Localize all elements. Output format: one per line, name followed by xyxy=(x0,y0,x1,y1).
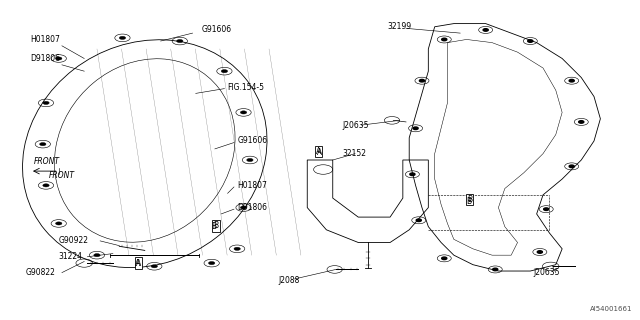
Text: G90922: G90922 xyxy=(59,236,89,245)
Text: Al54001661: Al54001661 xyxy=(589,306,632,312)
Text: A: A xyxy=(136,259,141,268)
Text: A: A xyxy=(135,259,140,268)
Circle shape xyxy=(528,40,533,42)
Circle shape xyxy=(151,265,157,268)
Circle shape xyxy=(483,29,488,31)
Circle shape xyxy=(177,39,183,43)
Text: FIG.154-5: FIG.154-5 xyxy=(228,83,264,92)
Circle shape xyxy=(493,268,498,271)
Circle shape xyxy=(56,57,62,60)
Text: 32199: 32199 xyxy=(387,22,411,31)
Circle shape xyxy=(410,173,415,176)
Circle shape xyxy=(56,222,62,225)
Circle shape xyxy=(234,247,241,251)
Text: A: A xyxy=(316,147,321,156)
Circle shape xyxy=(569,165,574,168)
Circle shape xyxy=(246,158,253,162)
Text: D91806: D91806 xyxy=(237,203,267,212)
Text: B: B xyxy=(467,197,472,206)
Text: 32152: 32152 xyxy=(342,149,366,158)
Circle shape xyxy=(569,79,574,82)
Text: B: B xyxy=(214,221,219,230)
Circle shape xyxy=(579,121,584,123)
Text: G91606: G91606 xyxy=(202,25,232,35)
Text: B: B xyxy=(212,222,217,231)
Text: FRONT: FRONT xyxy=(49,172,75,180)
Circle shape xyxy=(543,208,548,211)
Circle shape xyxy=(43,101,49,105)
Text: 31224: 31224 xyxy=(59,252,83,261)
Text: J20635: J20635 xyxy=(342,121,369,130)
Circle shape xyxy=(43,184,49,187)
Text: FRONT: FRONT xyxy=(35,157,60,166)
Circle shape xyxy=(419,79,424,82)
Text: H01807: H01807 xyxy=(30,35,60,44)
Circle shape xyxy=(442,38,447,41)
Circle shape xyxy=(241,206,246,209)
Text: H01807: H01807 xyxy=(237,181,267,190)
Circle shape xyxy=(209,261,215,265)
Text: A: A xyxy=(317,148,322,156)
Text: G90822: G90822 xyxy=(26,268,56,277)
Text: D91806: D91806 xyxy=(30,54,60,63)
Text: B: B xyxy=(467,195,472,204)
Circle shape xyxy=(40,142,46,146)
Circle shape xyxy=(119,36,125,39)
Circle shape xyxy=(413,127,418,130)
Circle shape xyxy=(221,69,228,73)
Text: J20635: J20635 xyxy=(534,268,560,277)
Circle shape xyxy=(416,219,421,221)
Circle shape xyxy=(241,111,246,114)
Circle shape xyxy=(94,253,100,257)
Text: G91606: G91606 xyxy=(237,136,268,146)
Text: J2088: J2088 xyxy=(278,276,300,285)
Circle shape xyxy=(442,257,447,260)
Circle shape xyxy=(538,251,542,253)
